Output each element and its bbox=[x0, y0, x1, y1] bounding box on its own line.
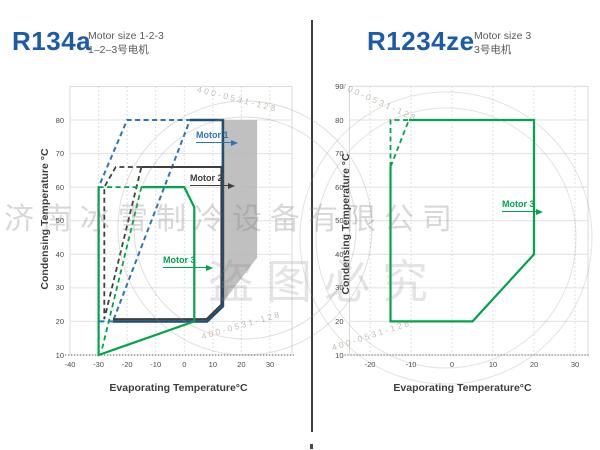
y-tick-label: 50 bbox=[335, 216, 344, 226]
motor3-label-text: Motor 3 bbox=[502, 199, 535, 209]
y-tick-label: 50 bbox=[55, 216, 64, 226]
y-tick-label: 70 bbox=[55, 149, 64, 159]
y-tick-label: 80 bbox=[335, 115, 344, 125]
x-tick-label: -10 bbox=[150, 360, 162, 369]
refrigerant-title-r134a: R134a bbox=[12, 26, 92, 56]
x-tick-label: 10 bbox=[488, 360, 498, 369]
motor3-label-text: Motor 3 bbox=[163, 255, 196, 265]
y-tick-label: 30 bbox=[335, 283, 344, 293]
y-axis-title-right: Condensing Temperature °C bbox=[340, 153, 352, 295]
x-tick-label: 30 bbox=[570, 360, 580, 369]
motor-size-text-cn: 1–2–3号电机 bbox=[88, 44, 149, 56]
x-tick-label: 0 bbox=[182, 360, 187, 369]
motor-size-text-cn: 3号电机 bbox=[474, 44, 512, 56]
y-tick-label: 70 bbox=[335, 149, 344, 159]
x-tick-label: -20 bbox=[364, 360, 376, 369]
y-tick-label: 80 bbox=[55, 115, 64, 125]
motor-size-subtitle-left: Motor size 1-2-3 1–2–3号电机 bbox=[88, 29, 164, 57]
y-tick-label: 10 bbox=[335, 350, 344, 360]
x-tick-label: 20 bbox=[529, 360, 539, 369]
divider-foot-mark bbox=[310, 444, 313, 449]
motor1-label: Motor 1 bbox=[196, 130, 238, 146]
x-tick-label: -20 bbox=[121, 360, 133, 369]
x-tick-label: 10 bbox=[208, 360, 218, 369]
y-tick-label: 10 bbox=[55, 350, 64, 360]
motor2-label: Motor 2 bbox=[190, 173, 235, 189]
x-tick-label: 0 bbox=[449, 360, 455, 369]
x-tick-label: 30 bbox=[265, 360, 275, 369]
motor-size-text-en: Motor size 3 bbox=[474, 30, 532, 42]
y-tick-label: 60 bbox=[335, 182, 344, 192]
y-tick-label: 90 bbox=[335, 81, 344, 91]
motor3-label-right: Motor 3 bbox=[502, 199, 543, 215]
motor-size-text-en: Motor size 1-2-3 bbox=[88, 30, 164, 42]
y-tick-label: 20 bbox=[55, 316, 64, 326]
motor2-label-text: Motor 2 bbox=[190, 173, 223, 183]
x-tick-label: -10 bbox=[405, 360, 417, 369]
y-axis-title-left: Condensing Temperature °C bbox=[39, 148, 51, 290]
y-tick-label: 20 bbox=[335, 316, 344, 326]
x-axis-title-left: Evaporating Temperature°C bbox=[109, 382, 248, 394]
x-axis-title-right: Evaporating Temperature°C bbox=[393, 382, 532, 394]
x-tick-label: -40 bbox=[64, 360, 76, 369]
motor3-label-left: Motor 3 bbox=[163, 255, 213, 271]
x-tick-label: 20 bbox=[237, 360, 246, 369]
motor1-label-text: Motor 1 bbox=[196, 130, 229, 140]
chart-divider-line bbox=[311, 20, 313, 432]
motor-size-subtitle-right: Motor size 3 3号电机 bbox=[474, 29, 531, 57]
y-tick-label: 30 bbox=[55, 283, 64, 293]
y-tick-label: 60 bbox=[55, 182, 64, 192]
y-tick-label: 40 bbox=[335, 249, 344, 259]
y-tick-label: 40 bbox=[55, 249, 64, 259]
x-tick-label: -30 bbox=[93, 360, 104, 369]
refrigerant-title-r1234ze: R1234ze bbox=[367, 26, 475, 56]
